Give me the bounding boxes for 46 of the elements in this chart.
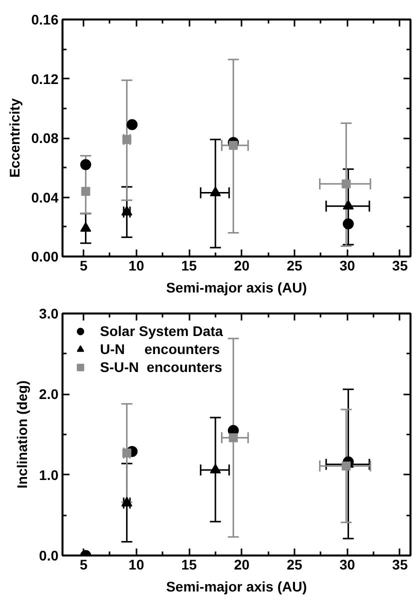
y-tick-label: 0.12 bbox=[31, 70, 59, 87]
point bbox=[342, 218, 354, 230]
point bbox=[126, 119, 138, 130]
y-axis-title: Eccentricity bbox=[6, 98, 22, 178]
x-tick-label: 35 bbox=[392, 556, 408, 572]
point bbox=[210, 464, 221, 474]
legend-label: S-U-N encounters bbox=[100, 359, 222, 375]
point bbox=[342, 461, 351, 470]
x-tick-label: 15 bbox=[181, 556, 198, 572]
point bbox=[80, 159, 92, 170]
y-tick-label: 0.0 bbox=[39, 548, 59, 564]
point bbox=[80, 222, 92, 232]
legend-label: U-N encounters bbox=[100, 341, 220, 357]
x-tick-label: 5 bbox=[80, 556, 88, 572]
point bbox=[228, 140, 238, 150]
x-tick-label: 25 bbox=[286, 258, 302, 274]
x-axis-title: Semi-major axis (AU) bbox=[166, 578, 307, 594]
x-axis-title: Semi-major axis (AU) bbox=[166, 280, 307, 296]
y-tick-label: 0.00 bbox=[31, 248, 59, 264]
x-tick-label: 15 bbox=[181, 258, 198, 274]
point bbox=[342, 179, 351, 188]
point bbox=[81, 186, 90, 196]
point bbox=[122, 134, 132, 144]
point bbox=[121, 496, 132, 506]
y-tick-label: 2.0 bbox=[39, 386, 59, 402]
x-tick-label: 10 bbox=[128, 556, 144, 572]
x-tick-label: 20 bbox=[234, 556, 250, 572]
x-tick-label: 10 bbox=[128, 258, 144, 274]
point bbox=[122, 448, 132, 458]
y-tick-label: 0.08 bbox=[31, 130, 59, 146]
y-tick-label: 1.0 bbox=[39, 466, 59, 483]
x-tick-label: 35 bbox=[392, 258, 408, 274]
y-tick-label: 0.04 bbox=[31, 189, 59, 206]
point bbox=[121, 206, 132, 216]
x-tick-label: 20 bbox=[234, 258, 250, 274]
point bbox=[342, 200, 354, 210]
x-tick-label: 30 bbox=[339, 258, 356, 274]
point bbox=[210, 186, 221, 196]
legend-label: Solar System Data bbox=[100, 323, 223, 339]
x-tick-label: 25 bbox=[286, 556, 302, 572]
y-tick-label: 3.0 bbox=[39, 306, 59, 322]
x-tick-label: 30 bbox=[339, 556, 356, 572]
y-tick-label: 0.16 bbox=[31, 12, 59, 28]
y-axis-title: Inclination (deg) bbox=[14, 380, 30, 489]
point bbox=[228, 433, 238, 442]
x-tick-label: 5 bbox=[80, 258, 88, 274]
